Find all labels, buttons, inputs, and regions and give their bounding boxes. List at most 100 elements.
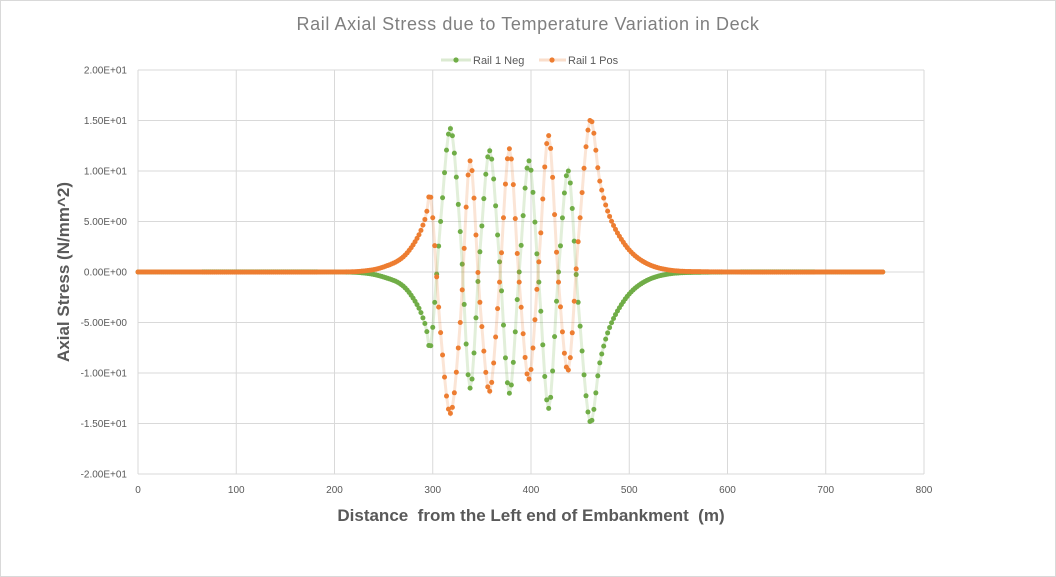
series-line [137, 123, 883, 424]
data-point [418, 227, 424, 233]
data-point [481, 348, 487, 354]
data-point [465, 372, 471, 378]
data-point [530, 345, 536, 351]
data-point [557, 243, 563, 249]
data-point [593, 390, 599, 396]
data-point [550, 368, 556, 374]
data-point [544, 397, 550, 403]
y-tick-label: 0.00E+00 [84, 268, 128, 279]
data-point [583, 393, 589, 399]
data-point [557, 304, 563, 310]
data-point [497, 279, 503, 285]
data-point [585, 127, 591, 133]
data-point [442, 374, 448, 380]
data-point [479, 324, 485, 330]
data-point [528, 366, 534, 372]
data-point [516, 269, 522, 275]
y-tick-label: -5.00E+00 [81, 318, 128, 329]
x-axis-label: Distance from the Left end of Embankment… [337, 506, 724, 525]
data-point [591, 406, 597, 412]
data-point [880, 269, 886, 275]
data-point [424, 208, 430, 214]
data-point [500, 215, 506, 221]
data-point [514, 250, 520, 256]
data-point [465, 172, 471, 178]
data-point [552, 212, 558, 218]
data-point [556, 279, 562, 285]
data-point [451, 390, 457, 396]
legend-item-pos[interactable]: Rail 1 Pos [539, 55, 619, 67]
data-point [516, 279, 522, 285]
data-point [597, 360, 603, 366]
data-point [477, 299, 483, 305]
data-point [601, 195, 607, 201]
data-point [530, 189, 536, 195]
data-point [589, 119, 595, 125]
data-point [573, 272, 579, 278]
data-point [455, 201, 461, 207]
data-point [455, 345, 461, 351]
data-point [471, 350, 477, 356]
data-point [538, 308, 544, 314]
legend-label-pos: Rail 1 Pos [568, 55, 619, 67]
y-tick-label: -2.00E+01 [81, 470, 128, 481]
data-point [469, 376, 475, 382]
data-point [573, 266, 579, 272]
data-point [597, 178, 603, 184]
data-point [449, 133, 455, 139]
data-point [567, 355, 573, 361]
data-point [552, 334, 558, 340]
data-point [514, 297, 520, 303]
data-point [479, 223, 485, 229]
data-point [495, 306, 501, 312]
data-point [430, 215, 436, 221]
x-tick-label: 200 [326, 485, 343, 496]
data-point [534, 251, 540, 257]
data-point [463, 341, 469, 347]
data-point [540, 196, 546, 202]
data-point [467, 385, 473, 391]
data-point [485, 154, 491, 160]
y-tick-label: 1.00E+01 [84, 167, 128, 178]
data-point [420, 315, 426, 321]
data-point [440, 352, 446, 358]
data-point [473, 232, 479, 238]
data-point [506, 146, 512, 152]
data-point [445, 406, 451, 412]
data-point [546, 133, 552, 139]
series-group [135, 118, 886, 424]
x-tick-label: 800 [916, 485, 933, 496]
data-point [453, 369, 459, 375]
data-point [554, 298, 560, 304]
data-point [563, 173, 569, 179]
data-point [569, 205, 575, 211]
data-point [438, 330, 444, 336]
data-point [609, 320, 615, 326]
data-point [457, 320, 463, 325]
data-point [569, 330, 575, 336]
data-point [605, 208, 611, 214]
data-point [444, 147, 450, 153]
data-point [548, 394, 554, 400]
x-tick-labels: 0 100 200 300 400 500 600 700 800 [135, 485, 933, 496]
data-point [532, 219, 538, 225]
data-point [428, 194, 434, 200]
data-point [583, 144, 589, 150]
data-point [512, 216, 518, 222]
data-point [518, 242, 524, 248]
data-point [483, 171, 489, 177]
data-point [595, 165, 601, 171]
x-tick-label: 300 [424, 485, 441, 496]
data-point [607, 213, 613, 219]
data-point [434, 274, 440, 280]
data-point [550, 174, 556, 180]
legend-item-neg[interactable]: Rail 1 Neg [441, 55, 524, 67]
data-point [500, 322, 506, 328]
data-point [522, 354, 528, 360]
data-point [575, 239, 581, 245]
y-tick-label: -1.50E+01 [81, 419, 128, 430]
data-point [581, 165, 587, 171]
data-point [457, 229, 463, 235]
data-point [571, 238, 577, 244]
